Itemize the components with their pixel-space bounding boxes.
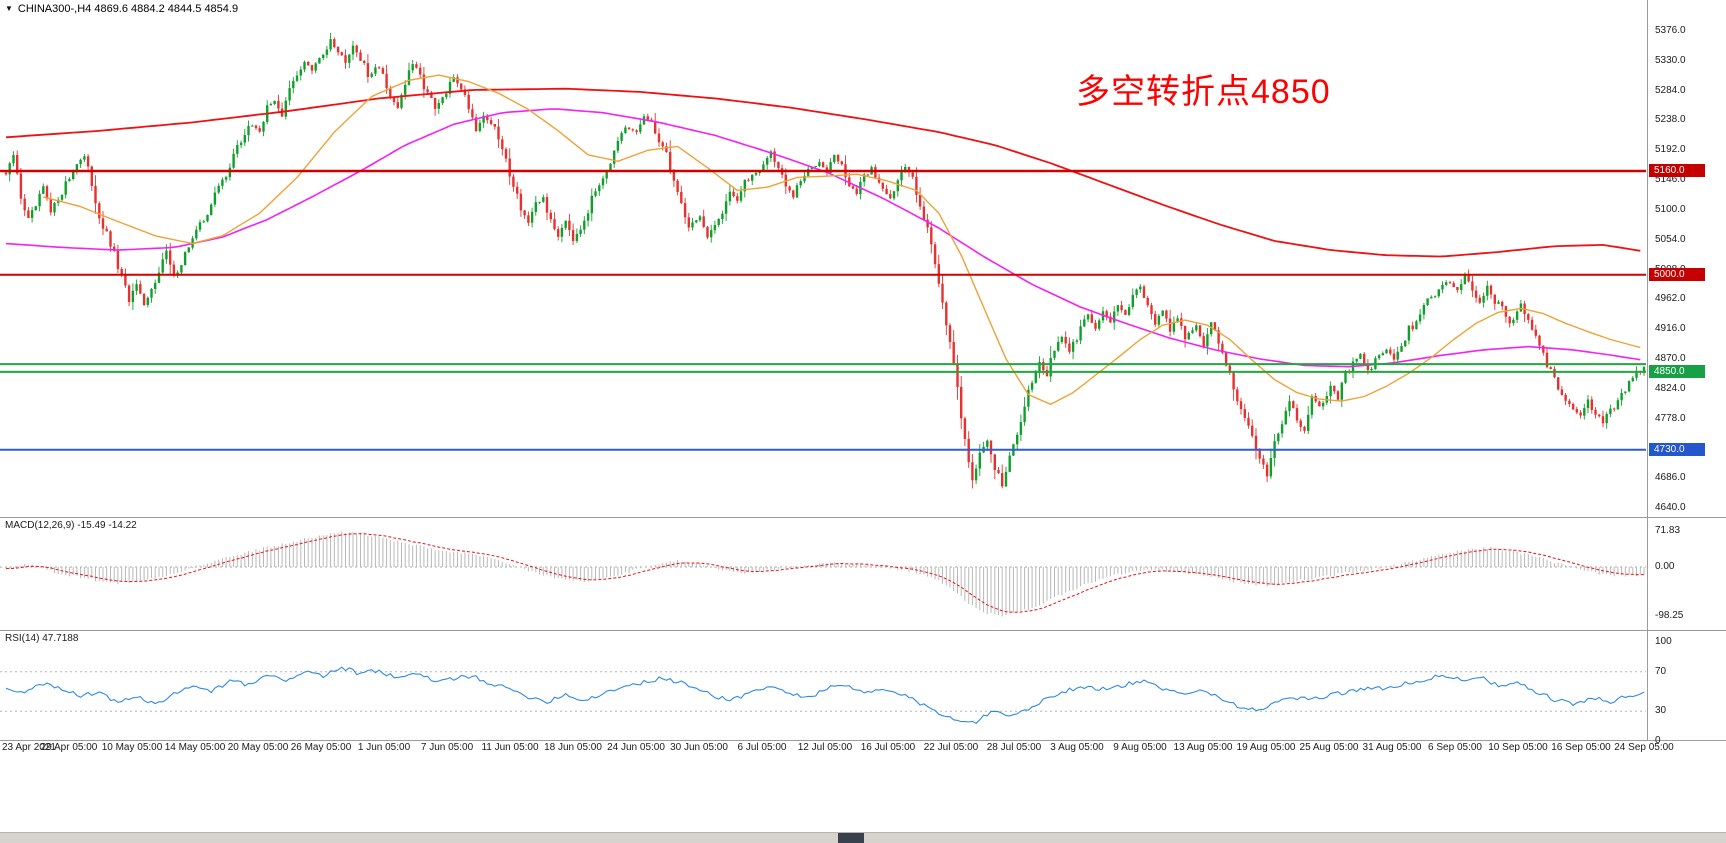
- macd-signal-line: [5, 533, 1645, 613]
- candles-layer: [4, 32, 1646, 489]
- panel-chrome: [0, 0, 1726, 741]
- taskbar-button[interactable]: [838, 833, 864, 843]
- rsi-indicator-label: RSI(14) 47.7188: [5, 633, 79, 644]
- chart-title: ▼ CHINA300-,H4 4869.6 4884.2 4844.5 4854…: [5, 3, 238, 15]
- horizontal-levels: [0, 169, 1646, 451]
- ma-mid-magenta: [5, 108, 1641, 368]
- rsi-line: [5, 666, 1645, 724]
- symbol-dropdown-icon[interactable]: ▼: [5, 4, 13, 13]
- annotation-text: 多空转折点4850: [1076, 73, 1331, 111]
- macd-indicator-label: MACD(12,26,9) -15.49 -14.22: [5, 520, 137, 531]
- symbol-ohlc-text: CHINA300-,H4 4869.6 4884.2 4844.5 4854.9: [17, 3, 239, 15]
- ma-fast-orange: [43, 74, 1641, 405]
- macd-layer: [0, 531, 1646, 617]
- ma-slow-red: [5, 87, 1641, 258]
- rsi-layer: [0, 666, 1646, 724]
